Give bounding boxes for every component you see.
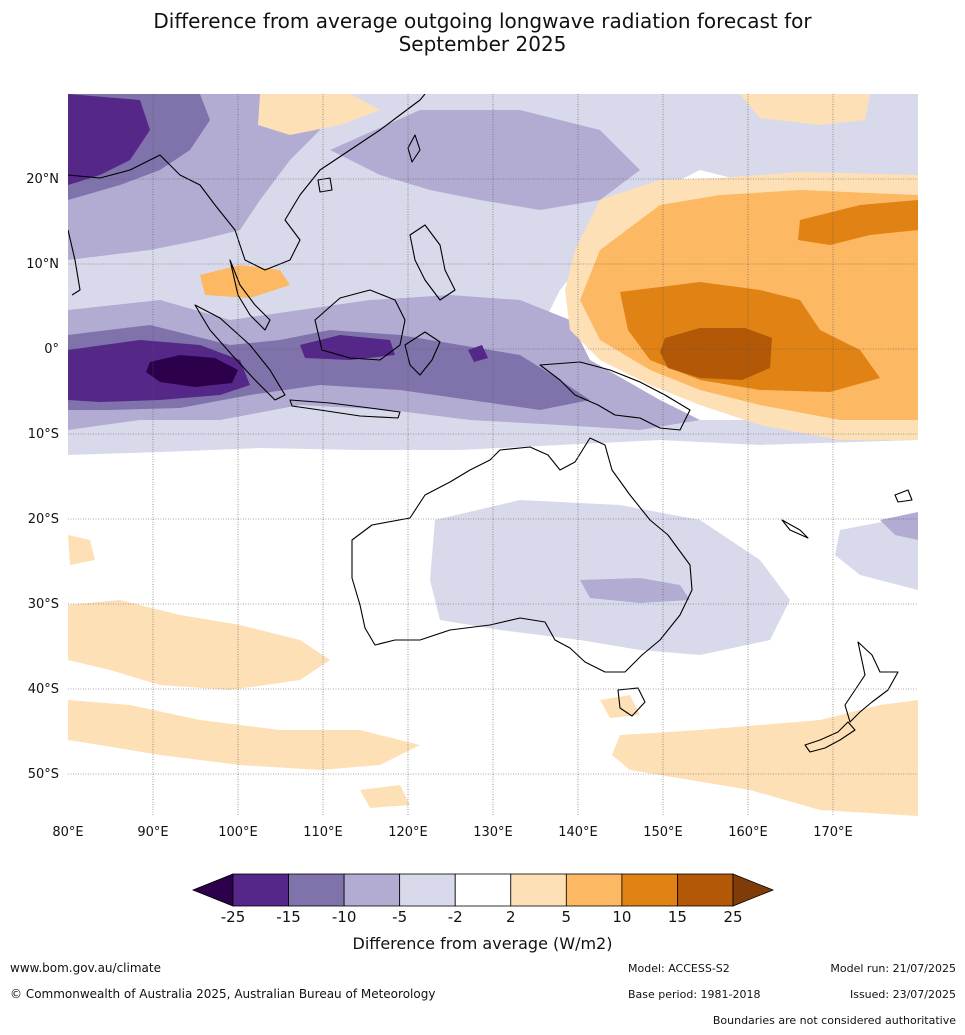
lon-tick-label: 80°E bbox=[52, 825, 83, 840]
lon-tick-label: 110°E bbox=[303, 825, 343, 840]
colorbar-segment bbox=[621, 873, 678, 907]
colorbar-tick-label: -10 bbox=[332, 908, 357, 926]
borneo-coast bbox=[314, 289, 406, 361]
colorbar-segment bbox=[565, 873, 623, 907]
colorbar-tick-label: -15 bbox=[276, 908, 301, 926]
lat-tick-label: 50°S bbox=[28, 767, 59, 782]
lat-tick-label: 10°N bbox=[26, 257, 59, 272]
colorbar-tick-labels: -25 -15 -10 -5 -2 2 5 10 15 25 bbox=[221, 908, 743, 926]
lat-tick-label: 20°S bbox=[28, 512, 59, 527]
asia-coast bbox=[68, 94, 426, 271]
lat-tick-label: 30°S bbox=[28, 597, 59, 612]
lat-tick-label: 0° bbox=[44, 342, 59, 357]
lat-tick-label: 40°S bbox=[28, 682, 59, 697]
lat-tick-label: 10°S bbox=[28, 427, 59, 442]
colorbar-segment bbox=[454, 873, 512, 907]
lat-tick-label: 20°N bbox=[26, 172, 59, 187]
base-period-text: Base period: 1981-2018 bbox=[628, 988, 761, 1001]
australia-coast bbox=[351, 437, 693, 673]
colorbar-segment bbox=[343, 873, 401, 907]
lon-tick-labels: 80°E 90°E 100°E 110°E 120°E 130°E 140°E … bbox=[52, 825, 852, 840]
colorbar-tick-label: 10 bbox=[612, 908, 631, 926]
lon-tick-label: 140°E bbox=[558, 825, 598, 840]
fiji-coast bbox=[894, 489, 913, 503]
anomaly-deep-purple bbox=[68, 94, 488, 402]
colorbar bbox=[191, 873, 775, 907]
new-zealand-south bbox=[804, 721, 856, 753]
taiwan-coast bbox=[407, 134, 421, 163]
java-coast bbox=[289, 399, 401, 419]
philippines-coast bbox=[409, 224, 456, 301]
malay-coast bbox=[229, 259, 271, 331]
issued-text: Issued: 23/07/2025 bbox=[849, 988, 956, 1001]
new-guinea-coast bbox=[539, 361, 691, 431]
lon-tick-label: 120°E bbox=[388, 825, 428, 840]
india-coast bbox=[68, 229, 81, 296]
lon-tick-label: 90°E bbox=[137, 825, 168, 840]
colorbar-segment bbox=[677, 873, 734, 907]
tasmania-coast bbox=[617, 687, 646, 717]
new-zealand-north bbox=[844, 641, 899, 723]
sulawesi-coast bbox=[404, 331, 441, 376]
colorbar-tick-label: -2 bbox=[448, 908, 463, 926]
colorbar-segment bbox=[232, 873, 289, 907]
boundaries-note: Boundaries are not considered authoritat… bbox=[712, 1014, 956, 1027]
colorbar-tick-label: 15 bbox=[668, 908, 687, 926]
colorbar-segment bbox=[288, 873, 345, 907]
title-line-1: Difference from average outgoing longwav… bbox=[153, 9, 812, 33]
copyright-text: © Commonwealth of Australia 2025, Austra… bbox=[10, 987, 436, 1001]
lon-tick-label: 160°E bbox=[728, 825, 768, 840]
lon-tick-label: 170°E bbox=[813, 825, 853, 840]
colorbar-segment bbox=[510, 873, 567, 907]
sumatra-coast bbox=[194, 304, 286, 401]
model-run-text: Model run: 21/07/2025 bbox=[830, 962, 956, 975]
new-caledonia-coast bbox=[781, 519, 809, 539]
hainan-coast bbox=[317, 177, 333, 193]
lon-tick-label: 130°E bbox=[473, 825, 513, 840]
website-text: www.bom.gov.au/climate bbox=[10, 961, 161, 975]
map-title: Difference from average outgoing longwav… bbox=[0, 10, 965, 56]
lat-tick-labels: 20°N 10°N 0° 10°S 20°S 30°S 40°S 50°S bbox=[26, 172, 59, 782]
colorbar-tick-label: 2 bbox=[506, 908, 516, 926]
model-text: Model: ACCESS-S2 bbox=[628, 962, 730, 975]
colorbar-tick-label: 25 bbox=[723, 908, 742, 926]
lon-tick-label: 100°E bbox=[218, 825, 258, 840]
colorbar-tick-label: 5 bbox=[562, 908, 572, 926]
lon-tick-label: 150°E bbox=[643, 825, 683, 840]
colorbar-extend-high bbox=[732, 873, 775, 907]
colorbar-segment bbox=[399, 873, 456, 907]
title-line-2: September 2025 bbox=[398, 32, 567, 56]
colorbar-extend-low bbox=[191, 873, 234, 907]
colorbar-label: Difference from average (W/m2) bbox=[352, 934, 613, 953]
colorbar-tick-label: -25 bbox=[221, 908, 246, 926]
anomaly-darkest-purple bbox=[146, 355, 238, 387]
anomaly-brown bbox=[660, 328, 772, 380]
graticule bbox=[68, 94, 918, 816]
coastlines bbox=[68, 94, 913, 753]
colorbar-tick-label: -5 bbox=[392, 908, 407, 926]
map-panel bbox=[68, 94, 918, 816]
